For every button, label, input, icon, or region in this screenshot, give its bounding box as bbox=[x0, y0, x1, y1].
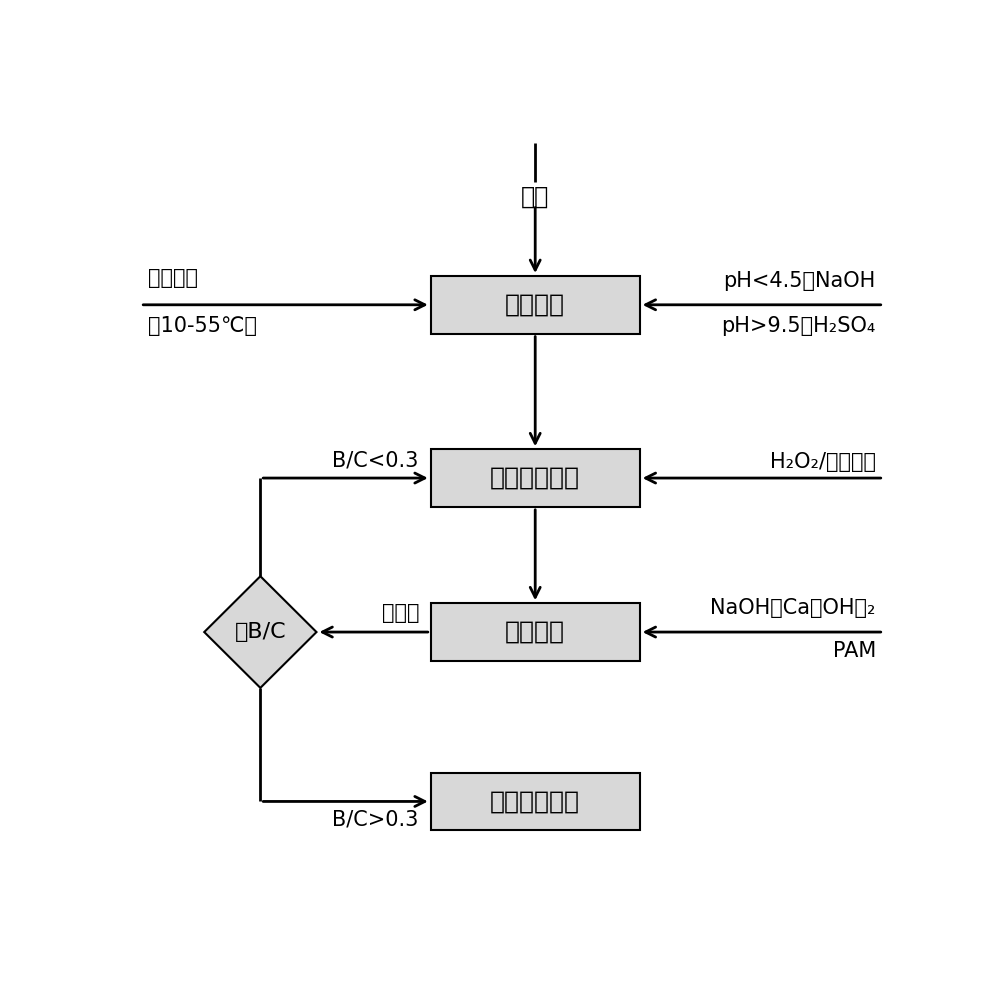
Bar bbox=[431, 276, 639, 334]
Text: 进水: 进水 bbox=[521, 185, 549, 209]
Text: 紧凝沉淀: 紧凝沉淀 bbox=[505, 620, 565, 644]
Text: 废水调节: 废水调节 bbox=[505, 293, 565, 317]
Bar bbox=[431, 449, 639, 507]
Text: 上清液: 上清液 bbox=[382, 603, 420, 623]
Text: 好氧生物处理: 好氧生物处理 bbox=[491, 789, 580, 813]
Text: B/C>0.3: B/C>0.3 bbox=[332, 809, 419, 829]
Text: NaOH、Ca（OH）₂: NaOH、Ca（OH）₂ bbox=[710, 598, 876, 618]
Text: H₂O₂/过硫酸盐: H₂O₂/过硫酸盐 bbox=[770, 452, 876, 472]
Text: B/C<0.3: B/C<0.3 bbox=[332, 450, 419, 470]
Text: 温度调节: 温度调节 bbox=[148, 268, 198, 288]
Text: pH>9.5加H₂SO₄: pH>9.5加H₂SO₄ bbox=[721, 316, 876, 336]
Text: （10-55℃）: （10-55℃） bbox=[148, 316, 257, 336]
Bar bbox=[431, 603, 639, 661]
Text: 测B/C: 测B/C bbox=[235, 622, 286, 642]
Text: 强化水解酸化: 强化水解酸化 bbox=[491, 466, 580, 490]
Polygon shape bbox=[204, 576, 317, 688]
Text: PAM: PAM bbox=[832, 641, 876, 661]
Text: pH<4.5加NaOH: pH<4.5加NaOH bbox=[723, 271, 876, 291]
Bar bbox=[431, 773, 639, 830]
